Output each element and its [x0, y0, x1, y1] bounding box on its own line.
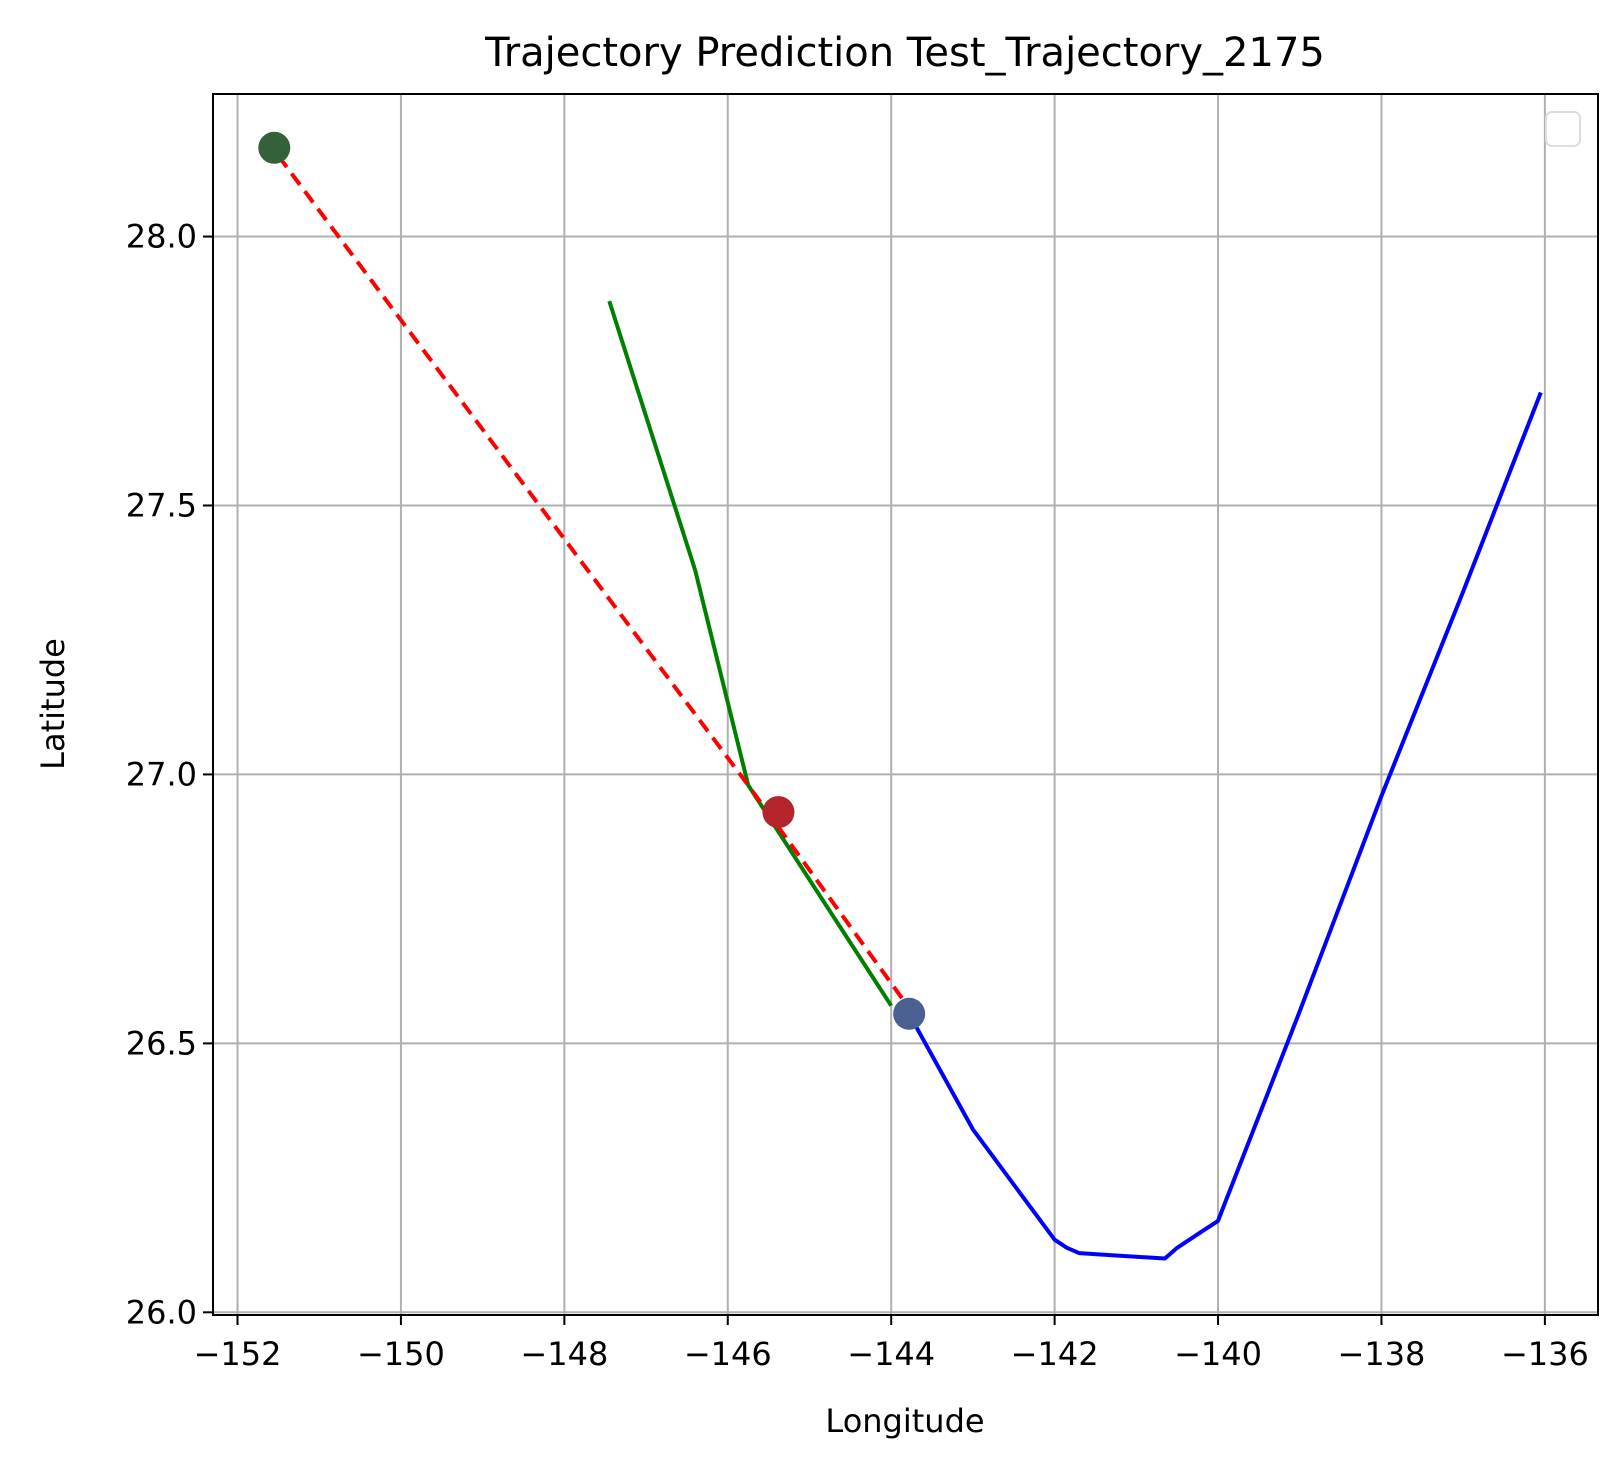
chart-title: Trajectory Prediction Test_Trajectory_21…: [484, 30, 1325, 76]
point-marker-2: [762, 796, 795, 829]
x-tick-label: −152: [194, 1335, 282, 1373]
grid: [213, 94, 1598, 1315]
axes-frame: [212, 93, 1599, 1316]
x-tick-label: −140: [1174, 1335, 1262, 1373]
x-tick-label: −146: [684, 1335, 772, 1373]
x-tick-label: −144: [847, 1335, 935, 1373]
series-line-1: [905, 391, 1543, 1261]
x-tick-label: −136: [1501, 1335, 1589, 1373]
point-marker-3: [893, 997, 926, 1030]
legend-box: [1545, 111, 1581, 147]
x-tick-label: −138: [1338, 1335, 1426, 1373]
y-tick-label: 26.0: [126, 1293, 197, 1331]
y-tick-label: 26.5: [126, 1024, 197, 1062]
y-tick-label: 28.0: [126, 218, 197, 256]
series-layer: [276, 154, 1543, 1261]
x-tick-label: −142: [1011, 1335, 1099, 1373]
y-tick-label: 27.5: [126, 486, 197, 524]
y-axis-label: Latitude: [34, 638, 72, 770]
point-marker-1: [258, 131, 291, 164]
marker-layer: [258, 131, 926, 1030]
tick-layer: −152 −150 −148 −146 −144 −142 −140 −138 −136 26.0…: [126, 218, 1589, 1373]
x-tick-label: −148: [520, 1335, 608, 1373]
y-tick-label: 27.0: [126, 755, 197, 793]
x-axis-label: Longitude: [825, 1402, 984, 1440]
series-line-2: [607, 300, 893, 1007]
x-tick-label: −150: [357, 1335, 445, 1373]
